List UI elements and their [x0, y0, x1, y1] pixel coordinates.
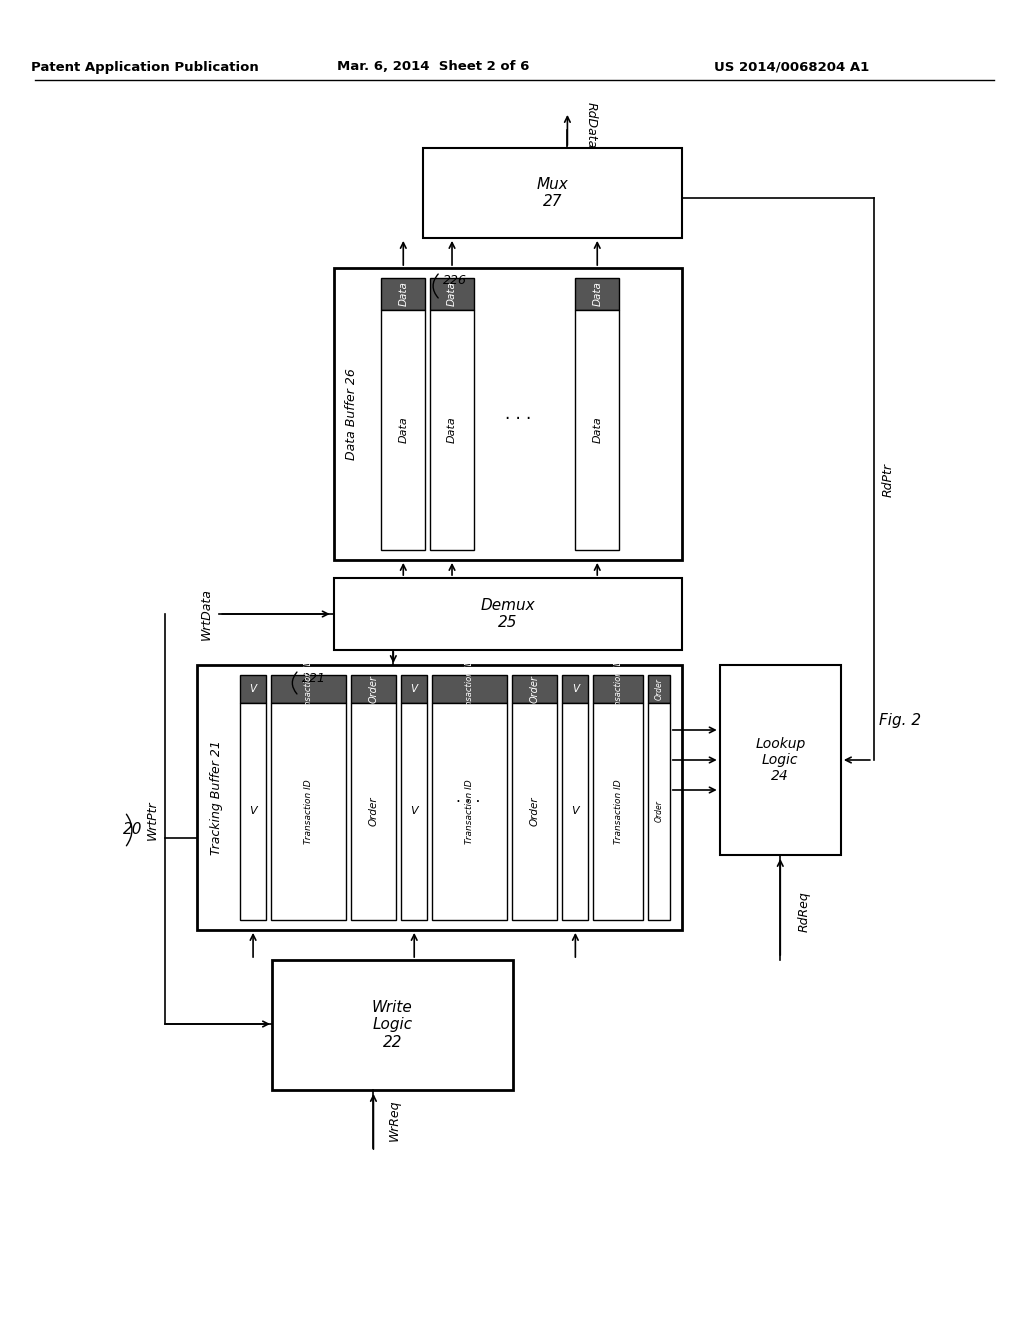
Text: Order: Order: [529, 675, 540, 704]
Bar: [423, 148, 682, 238]
Bar: [401, 704, 427, 920]
Bar: [381, 279, 425, 310]
Text: Lookup
Logic
24: Lookup Logic 24: [755, 737, 806, 783]
Text: V: V: [250, 684, 257, 694]
Text: Data: Data: [447, 281, 457, 306]
Bar: [241, 704, 266, 920]
Bar: [512, 704, 557, 920]
Text: RdPtr: RdPtr: [882, 463, 894, 498]
Bar: [272, 960, 513, 1090]
Text: WrtData: WrtData: [200, 589, 213, 640]
Bar: [430, 279, 474, 310]
Text: Data: Data: [447, 417, 457, 444]
Text: WrReq: WrReq: [387, 1100, 400, 1140]
Bar: [430, 310, 474, 550]
Text: V: V: [249, 807, 257, 817]
Text: 221: 221: [302, 672, 326, 685]
Text: 226: 226: [443, 275, 467, 288]
Text: Tracking Buffer 21: Tracking Buffer 21: [210, 741, 223, 855]
Bar: [562, 675, 589, 704]
Text: . . .: . . .: [505, 405, 530, 422]
Text: Order: Order: [529, 797, 540, 826]
Text: Order: Order: [369, 797, 379, 826]
Bar: [575, 310, 620, 550]
Bar: [432, 704, 507, 920]
Text: Mar. 6, 2014  Sheet 2 of 6: Mar. 6, 2014 Sheet 2 of 6: [337, 61, 529, 74]
Text: Write
Logic
22: Write Logic 22: [372, 1001, 413, 1049]
Text: RdData: RdData: [585, 102, 597, 148]
Text: Order: Order: [654, 678, 664, 700]
Text: V: V: [571, 807, 580, 817]
Bar: [720, 665, 841, 855]
Bar: [401, 675, 427, 704]
Text: Transaction ID: Transaction ID: [304, 659, 312, 719]
Text: US 2014/0068204 A1: US 2014/0068204 A1: [714, 61, 868, 74]
Text: Transaction ID: Transaction ID: [613, 779, 623, 843]
Bar: [432, 675, 507, 704]
Bar: [562, 704, 589, 920]
Text: V: V: [571, 684, 579, 694]
Text: Data: Data: [398, 281, 409, 306]
Bar: [334, 578, 682, 649]
Text: Mux
27: Mux 27: [537, 177, 568, 209]
Bar: [271, 704, 345, 920]
Bar: [350, 704, 396, 920]
Bar: [512, 675, 557, 704]
Bar: [381, 310, 425, 550]
Text: Data Buffer 26: Data Buffer 26: [345, 368, 358, 459]
Text: Demux
25: Demux 25: [480, 598, 535, 630]
Text: Data: Data: [592, 281, 602, 306]
Text: Transaction ID: Transaction ID: [613, 659, 623, 719]
Bar: [271, 675, 345, 704]
Text: Patent Application Publication: Patent Application Publication: [31, 61, 258, 74]
Text: Transaction ID: Transaction ID: [465, 779, 474, 843]
Text: . . .: . . .: [456, 789, 480, 805]
Text: WrtPtr: WrtPtr: [146, 800, 159, 840]
Bar: [593, 675, 643, 704]
Bar: [593, 704, 643, 920]
Text: Data: Data: [592, 417, 602, 444]
Text: 20: 20: [123, 822, 142, 837]
Bar: [350, 675, 396, 704]
Text: V: V: [411, 807, 418, 817]
Bar: [241, 675, 266, 704]
Bar: [198, 665, 682, 931]
Bar: [648, 675, 670, 704]
Text: Data: Data: [398, 417, 409, 444]
Bar: [334, 268, 682, 560]
Bar: [648, 704, 670, 920]
Bar: [575, 279, 620, 310]
Text: V: V: [411, 684, 418, 694]
Text: Order: Order: [369, 675, 379, 704]
Text: RdReq: RdReq: [798, 891, 810, 932]
Text: Transaction ID: Transaction ID: [304, 779, 312, 843]
Text: Fig. 2: Fig. 2: [879, 713, 921, 727]
Text: Transaction ID: Transaction ID: [465, 659, 474, 719]
Text: Order: Order: [654, 800, 664, 822]
